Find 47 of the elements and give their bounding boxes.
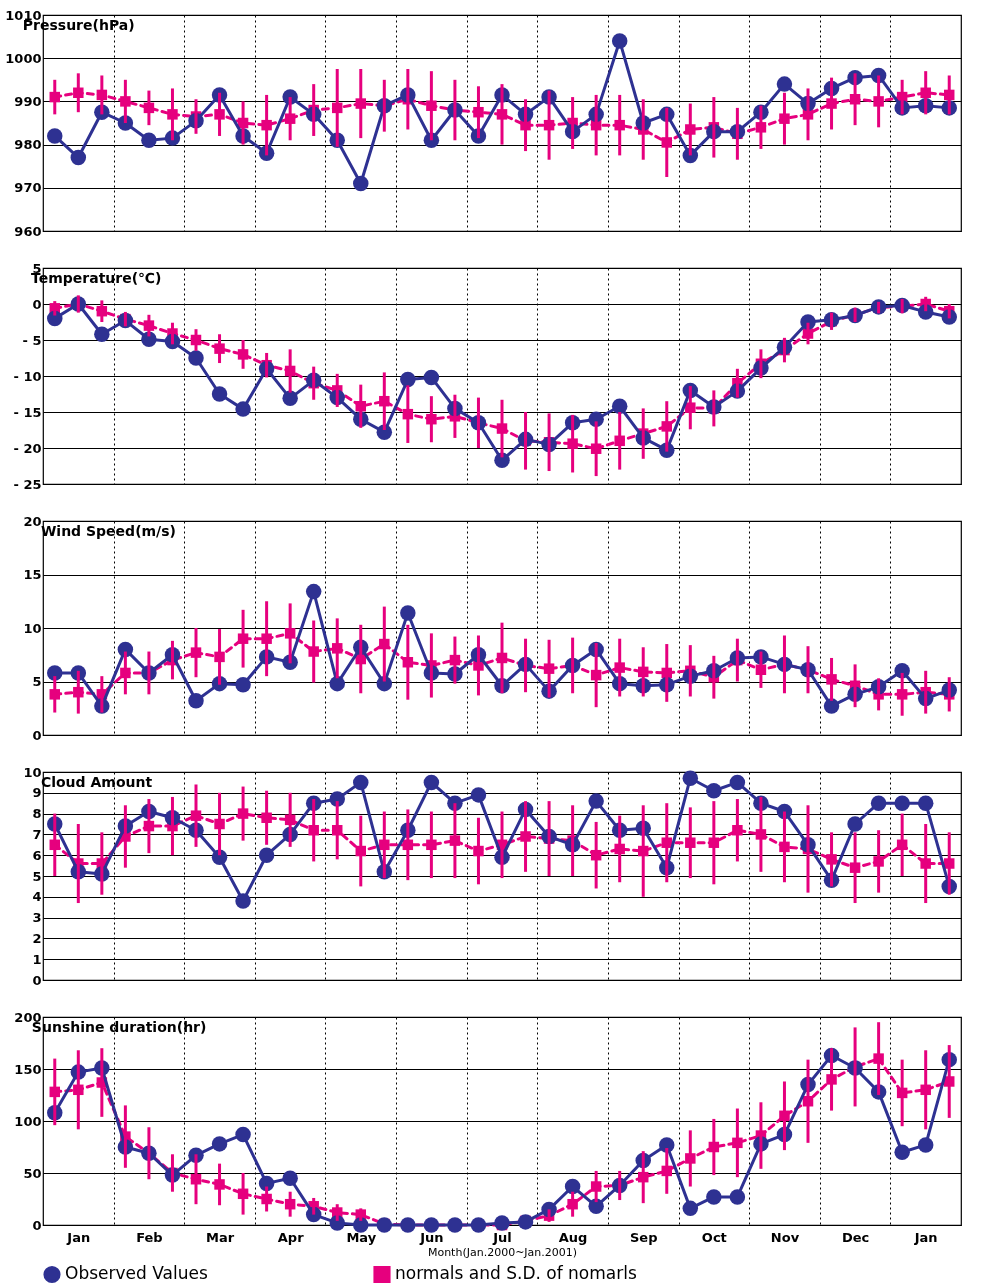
y-tick-label: 5 xyxy=(32,868,42,884)
y-tick-label: 50 xyxy=(23,1165,42,1181)
y-tick-label: 4 xyxy=(32,889,42,905)
y-tick-label: 0 xyxy=(32,1217,42,1233)
x-tick-label: Nov xyxy=(770,1229,800,1245)
y-tick-label: 0 xyxy=(32,727,42,743)
x-tick-label: Oct xyxy=(701,1229,727,1245)
x-tick-label: Feb xyxy=(136,1229,163,1245)
y-tick-label: 1000 xyxy=(5,50,42,66)
y-tick-label: 1 xyxy=(32,951,42,967)
y-tick-label: 0 xyxy=(32,296,42,312)
y-tick-label: 8 xyxy=(32,806,42,822)
y-tick-label: 3 xyxy=(32,910,42,926)
x-tick-label: Aug xyxy=(558,1229,588,1245)
y-tick-label: - 5 xyxy=(22,332,42,348)
x-tick-label: Apr xyxy=(277,1229,305,1245)
y-tick-label: 7 xyxy=(32,826,42,842)
y-tick-label: 20 xyxy=(23,513,42,529)
y-tick-label: 0 xyxy=(32,972,42,988)
y-tick-label: 980 xyxy=(14,137,42,153)
x-tick-label: Sep xyxy=(629,1229,658,1245)
y-tick-label: - 10 xyxy=(13,368,42,384)
y-tick-label: - 15 xyxy=(13,404,42,420)
y-tick-label: - 25 xyxy=(13,476,42,492)
x-tick-label: Jan xyxy=(66,1229,91,1245)
y-tick-label: 9 xyxy=(32,785,42,801)
y-tick-label: 960 xyxy=(14,223,42,239)
x-tick-label: Jun xyxy=(419,1229,444,1245)
y-tick-label: 5 xyxy=(32,674,42,689)
y-tick-label: 10 xyxy=(23,620,42,636)
x-tick-label: Jan xyxy=(913,1229,938,1245)
y-tick-label: 2 xyxy=(32,930,42,946)
y-tick-label: - 20 xyxy=(13,440,42,456)
legend-label: Observed Values xyxy=(65,1263,208,1284)
y-tick-label: 6 xyxy=(32,847,42,863)
x-tick-label: Mar xyxy=(205,1229,235,1245)
y-tick-label: 150 xyxy=(14,1061,42,1077)
x-tick-label: Jul xyxy=(492,1229,512,1245)
x-tick-label: Dec xyxy=(841,1229,870,1245)
y-tick-label: 15 xyxy=(23,567,42,582)
y-tick-label: 100 xyxy=(14,1113,42,1129)
x-tick-label: May xyxy=(346,1229,377,1245)
legend-label: normals and S.D. of nomarls xyxy=(395,1263,637,1284)
y-tick-label: 10 xyxy=(23,764,42,780)
y-tick-label: 970 xyxy=(14,180,42,196)
x-axis-title: Month(Jan.2000~Jan.2001) xyxy=(427,1245,578,1259)
y-tick-label: 990 xyxy=(14,93,42,109)
